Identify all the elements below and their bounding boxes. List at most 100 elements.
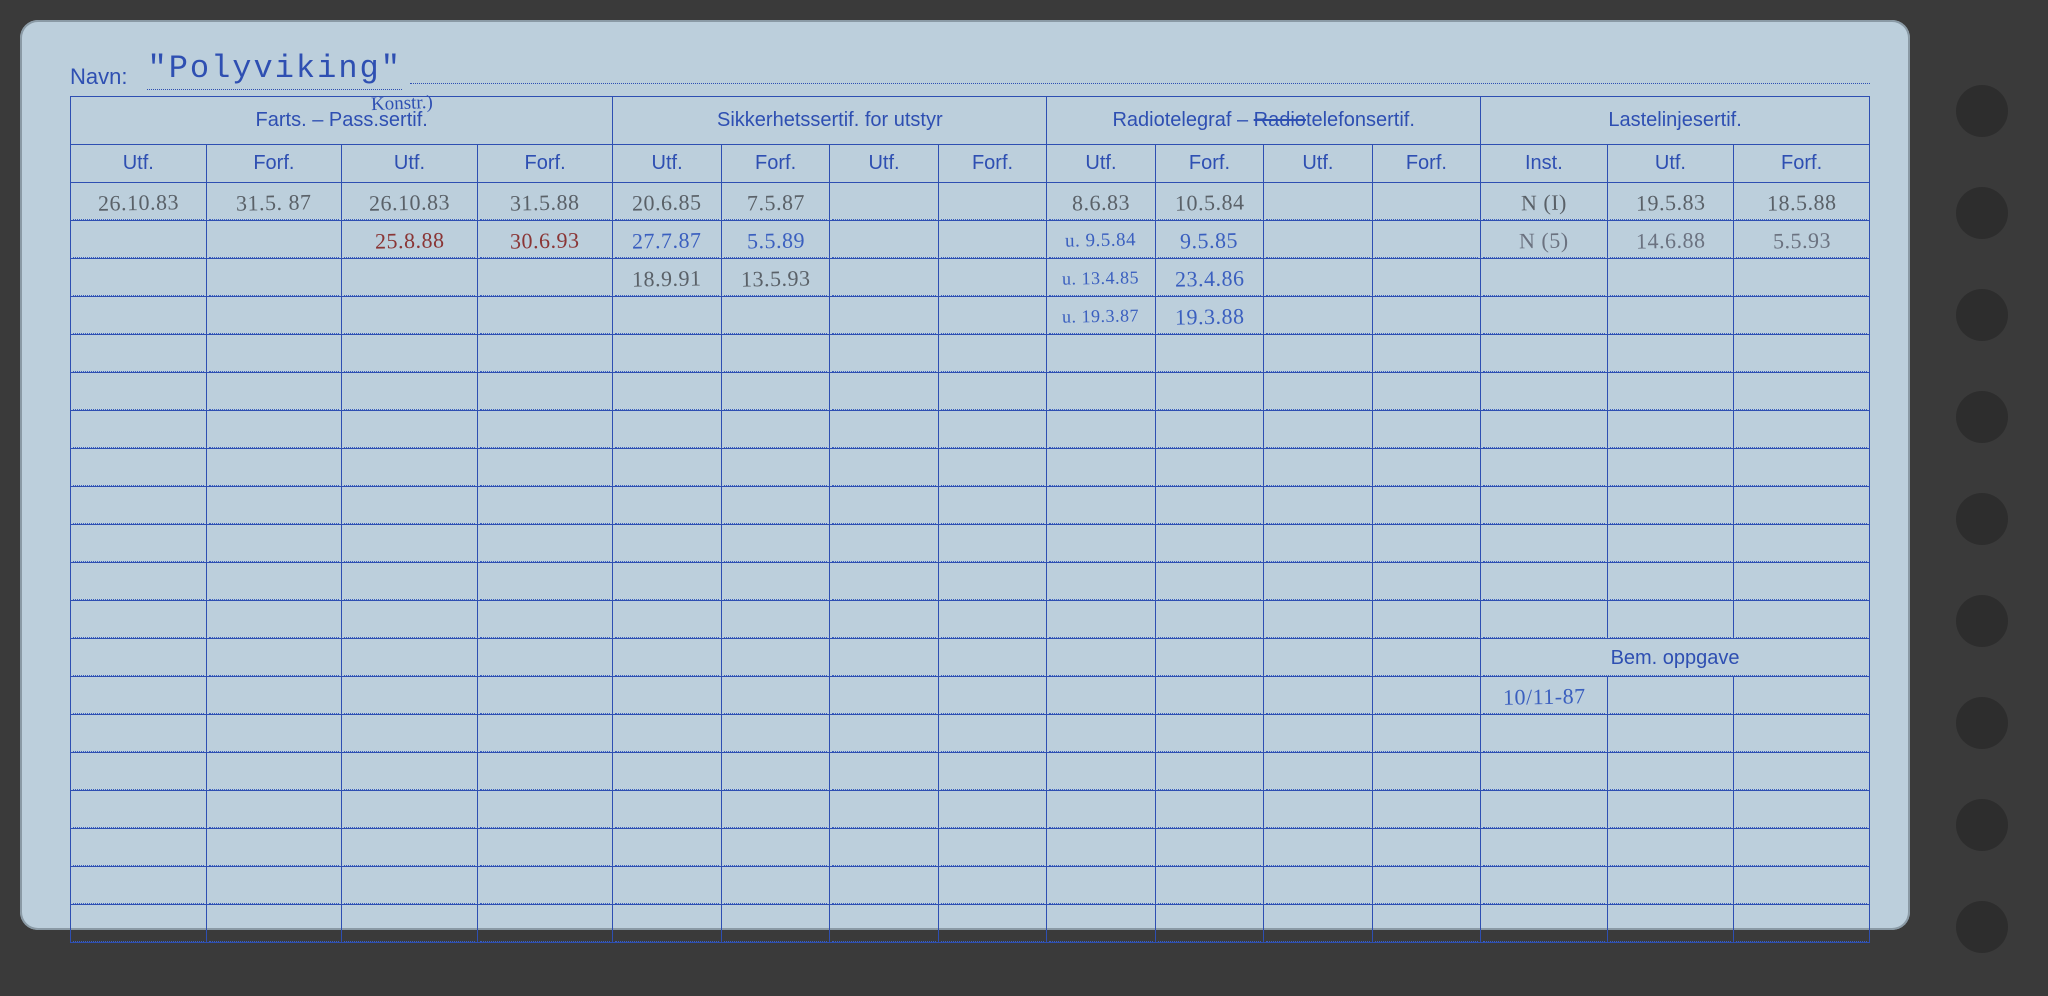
bem-cell	[1607, 677, 1734, 715]
hw-entry: 10.5.84	[1174, 189, 1244, 216]
cell	[1372, 297, 1480, 335]
cell: N (5)	[1481, 221, 1608, 259]
certificates-table: Farts. – Pass.sertif. Konstr.) Sikkerhet…	[70, 96, 1870, 943]
cell: 19.3.88	[1155, 297, 1263, 335]
col-forf: Forf.	[206, 145, 342, 183]
cell: 20.6.85	[613, 183, 721, 221]
cell	[938, 183, 1046, 221]
table-row	[71, 905, 1870, 943]
cell: 18.9.91	[613, 259, 721, 297]
cell	[1264, 297, 1372, 335]
table-row	[71, 449, 1870, 487]
cell	[830, 183, 938, 221]
table-row	[71, 867, 1870, 905]
cell: 26.10.83	[71, 183, 207, 221]
cell	[613, 297, 721, 335]
col-forf: Forf.	[477, 145, 613, 183]
group-radio-strike: Radio	[1254, 109, 1306, 131]
cell	[1734, 297, 1870, 335]
col-utf: Utf.	[71, 145, 207, 183]
cell	[1372, 221, 1480, 259]
table-row	[71, 791, 1870, 829]
col-forf: Forf.	[1734, 145, 1870, 183]
cell	[342, 259, 478, 297]
page-container: Navn: "Polyviking" Farts. – Pass.sertif.…	[20, 20, 2028, 976]
cell: 5.5.93	[1734, 221, 1870, 259]
col-forf: Forf.	[1372, 145, 1480, 183]
col-utf: Utf.	[1264, 145, 1372, 183]
bem-oppgave-header: Bem. oppgave	[1481, 639, 1870, 677]
cell	[1607, 297, 1734, 335]
cell	[830, 221, 938, 259]
group-radio: Radiotelegraf – Radiotelefonsertif.	[1047, 97, 1481, 145]
cell	[938, 259, 1046, 297]
konstr-annotation: Konstr.)	[370, 92, 432, 116]
bem-cell: 10/11-87	[1481, 677, 1608, 715]
cell: 18.5.88	[1734, 183, 1870, 221]
cell: 5.5.89	[721, 221, 829, 259]
col-utf: Utf.	[1047, 145, 1155, 183]
cell: 31.5. 87	[206, 183, 342, 221]
cell: u. 9.5.84	[1047, 221, 1155, 259]
cell	[830, 297, 938, 335]
table-row	[71, 373, 1870, 411]
table-row	[71, 525, 1870, 563]
name-underline	[410, 83, 1870, 84]
binder-hole-icon	[1956, 595, 2008, 647]
cell: 13.5.93	[721, 259, 829, 297]
cell: 26.10.83	[342, 183, 478, 221]
hw-entry: 5.5.93	[1772, 227, 1830, 254]
cell: 25.8.88	[342, 221, 478, 259]
hw-entry: 14.6.88	[1635, 227, 1705, 254]
cell	[1607, 259, 1734, 297]
table-row	[71, 601, 1870, 639]
hw-entry: 5.5.89	[746, 227, 804, 254]
cell: 19.5.83	[1607, 183, 1734, 221]
hw-entry: u. 9.5.84	[1065, 229, 1136, 252]
hw-entry: 31.5.88	[510, 189, 580, 216]
cell	[206, 259, 342, 297]
cell: u. 19.3.87	[1047, 297, 1155, 335]
cell	[71, 221, 207, 259]
cell: N (I)	[1481, 183, 1608, 221]
name-label: Navn:	[70, 64, 127, 90]
hw-entry: 7.5.87	[746, 189, 804, 216]
hw-entry: 19.3.88	[1174, 303, 1244, 330]
cell: 8.6.83	[1047, 183, 1155, 221]
binder-hole-icon	[1956, 799, 2008, 851]
binder-hole-icon	[1956, 289, 2008, 341]
table-row	[71, 563, 1870, 601]
binder-hole-icon	[1956, 697, 2008, 749]
hw-entry: 26.10.83	[98, 189, 179, 216]
col-utf: Utf.	[342, 145, 478, 183]
table-row: 18.9.91 13.5.93 u. 13.4.85 23.4.86	[71, 259, 1870, 297]
table-row	[71, 715, 1870, 753]
group-farts: Farts. – Pass.sertif. Konstr.)	[71, 97, 613, 145]
hw-entry: 25.8.88	[375, 227, 445, 254]
table-row	[71, 753, 1870, 791]
cell: 30.6.93	[477, 221, 613, 259]
group-sikkerhet: Sikkerhetssertif. for utstyr	[613, 97, 1047, 145]
table-row	[71, 411, 1870, 449]
hw-entry: 26.10.83	[369, 189, 450, 216]
cell: 27.7.87	[613, 221, 721, 259]
table-row	[71, 829, 1870, 867]
binder-holes	[1956, 85, 2008, 953]
cell: 10.5.84	[1155, 183, 1263, 221]
hw-entry: N (5)	[1519, 227, 1569, 254]
cell	[830, 259, 938, 297]
cell	[342, 297, 478, 335]
table-row: Bem. oppgave	[71, 639, 1870, 677]
binder-hole-icon	[1956, 85, 2008, 137]
col-utf: Utf.	[830, 145, 938, 183]
cell	[1481, 259, 1608, 297]
name-row: Navn: "Polyviking"	[70, 50, 1870, 90]
cell: 7.5.87	[721, 183, 829, 221]
cell: 9.5.85	[1155, 221, 1263, 259]
cell	[71, 259, 207, 297]
table-row: 26.10.83 31.5. 87 26.10.83 31.5.88 20.6.…	[71, 183, 1870, 221]
cell	[721, 297, 829, 335]
group-radio-label-2: telefonsertif.	[1306, 109, 1415, 131]
table-row	[71, 335, 1870, 373]
cell	[938, 221, 1046, 259]
